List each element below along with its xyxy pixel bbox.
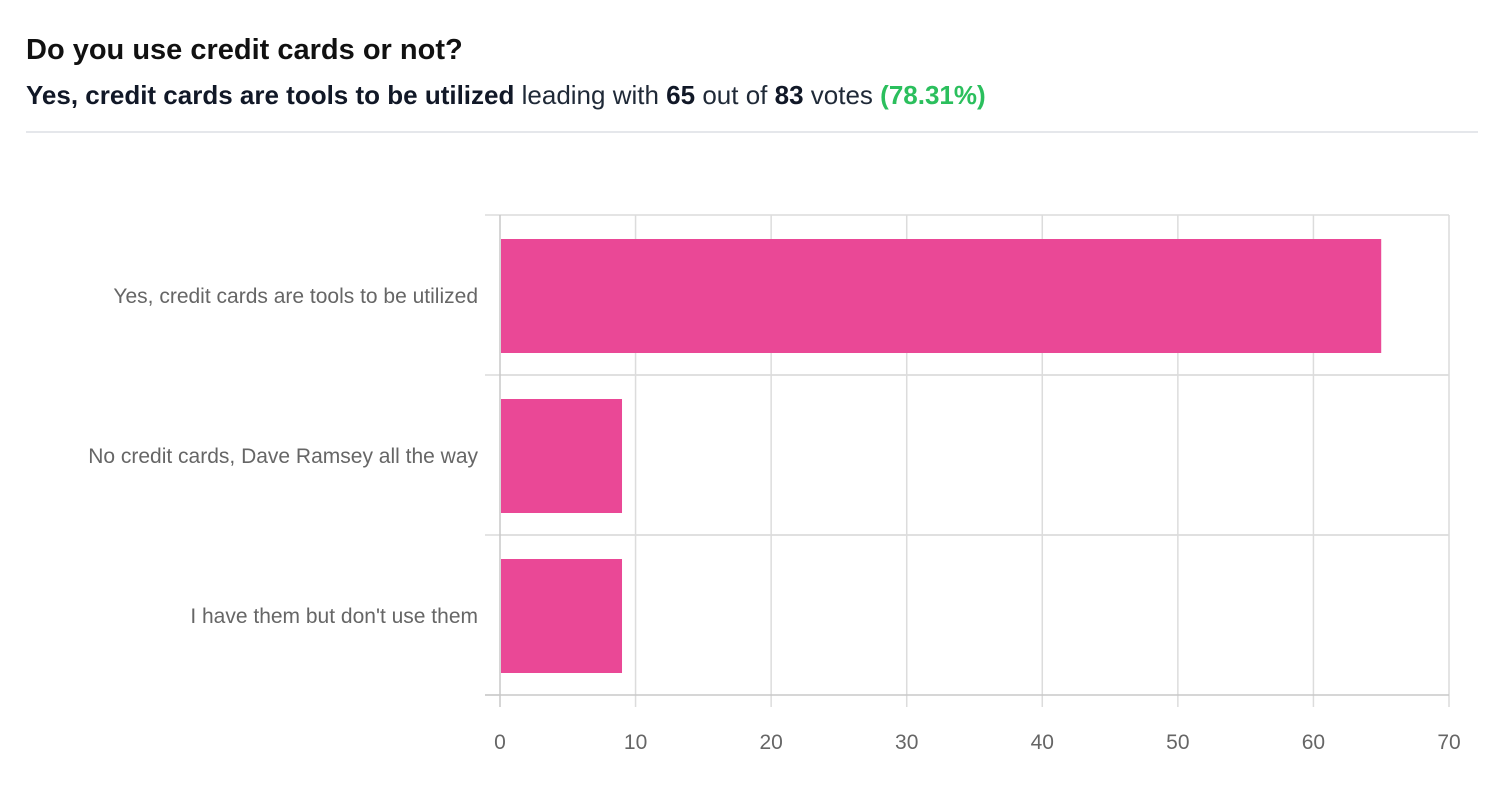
- category-label: I have them but don't use them: [190, 605, 478, 628]
- x-tick-label: 40: [1031, 731, 1054, 754]
- leader-vote-count: 65: [666, 80, 696, 110]
- x-tick-label: 60: [1302, 731, 1325, 754]
- x-tick-label: 70: [1437, 731, 1460, 754]
- category-label: Yes, credit cards are tools to be utiliz…: [113, 285, 478, 308]
- poll-question: Do you use credit cards or not?: [26, 34, 463, 66]
- leading-with-text: leading with: [521, 80, 659, 110]
- bar-1: [501, 239, 1382, 353]
- category-label: No credit cards, Dave Ramsey all the way: [88, 445, 478, 468]
- x-tick-label: 20: [759, 731, 782, 754]
- x-tick-label: 0: [494, 731, 506, 754]
- poll-header: Do you use credit cards or not? Yes, cre…: [26, 0, 1478, 133]
- x-tick-label: 10: [624, 731, 647, 754]
- out-of-text: out of: [702, 80, 768, 110]
- leader-percentage: (78.31%): [880, 80, 986, 110]
- votes-text: votes: [810, 80, 873, 110]
- x-tick-label: 30: [895, 731, 918, 754]
- bar-2: [501, 399, 623, 513]
- total-vote-count: 83: [774, 80, 804, 110]
- leading-option: Yes, credit cards are tools to be utiliz…: [26, 80, 515, 110]
- poll-summary: Yes, credit cards are tools to be utiliz…: [26, 78, 986, 112]
- x-tick-label: 50: [1166, 731, 1189, 754]
- bar-3: [501, 559, 623, 673]
